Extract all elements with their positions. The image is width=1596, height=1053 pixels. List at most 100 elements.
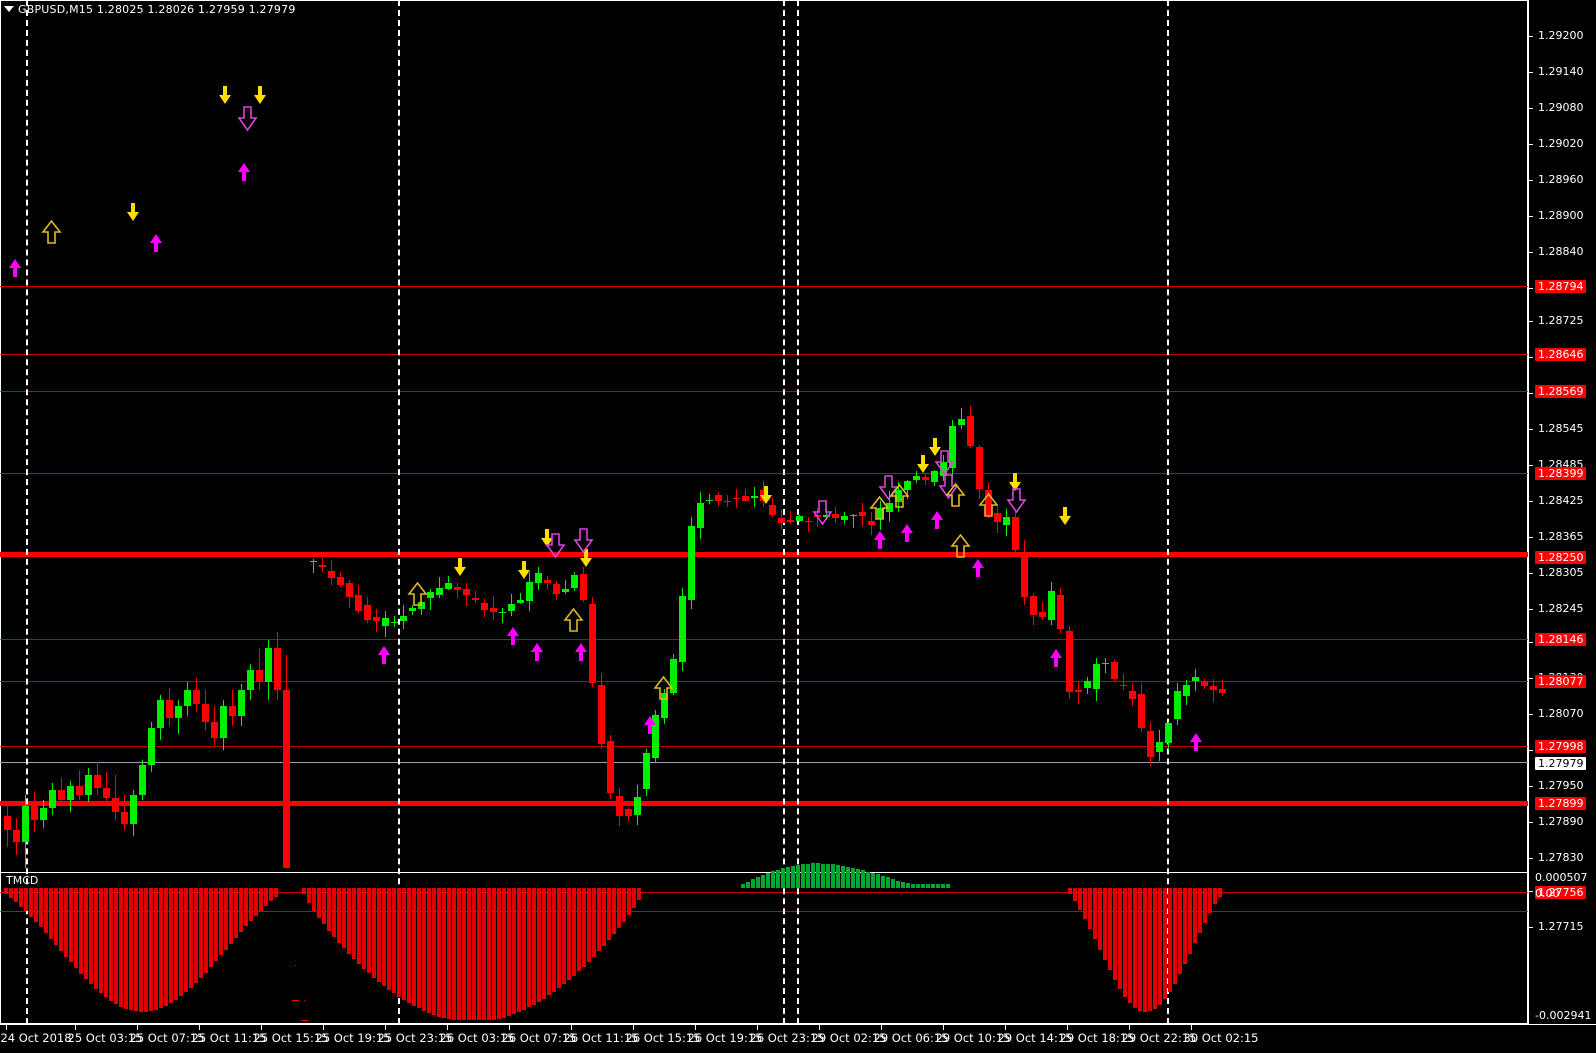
- level-line[interactable]: [0, 681, 1528, 682]
- candle-body[interactable]: [544, 580, 551, 584]
- candle-body[interactable]: [166, 700, 173, 718]
- histogram-bar[interactable]: [1213, 888, 1217, 905]
- candlestick[interactable]: [796, 0, 803, 870]
- histogram-bar[interactable]: [254, 888, 258, 916]
- histogram-bar[interactable]: [761, 874, 765, 888]
- histogram-bar[interactable]: [1218, 888, 1222, 897]
- time-tick[interactable]: [1129, 1025, 1130, 1030]
- candlestick[interactable]: [1084, 0, 1091, 870]
- price-tick[interactable]: [1529, 252, 1533, 253]
- histogram-bar[interactable]: [1198, 888, 1202, 933]
- histogram-bar[interactable]: [602, 888, 606, 946]
- histogram-bar[interactable]: [34, 888, 38, 922]
- candle-body[interactable]: [1192, 677, 1199, 682]
- buy-signal-arrow[interactable]: [1049, 649, 1064, 668]
- candlestick[interactable]: [1048, 0, 1055, 870]
- candlestick[interactable]: [760, 0, 767, 870]
- candle-body[interactable]: [607, 740, 614, 794]
- candlestick[interactable]: [607, 0, 614, 870]
- histogram-bar[interactable]: [307, 888, 311, 904]
- buy-alert-arrow[interactable]: [653, 675, 674, 702]
- buy-signal-arrow[interactable]: [930, 511, 945, 530]
- histogram-bar[interactable]: [372, 888, 376, 978]
- price-tick-label[interactable]: 1.27830: [1538, 851, 1584, 864]
- price-tick[interactable]: [1529, 429, 1533, 430]
- candlestick[interactable]: [454, 0, 461, 870]
- candle-body[interactable]: [247, 670, 254, 690]
- indicator-scale-label[interactable]: 0.00: [1535, 887, 1560, 900]
- histogram-bar[interactable]: [332, 888, 336, 937]
- candle-body[interactable]: [1147, 731, 1154, 757]
- price-tick-label[interactable]: 1.28545: [1538, 422, 1584, 435]
- candle-body[interactable]: [967, 416, 974, 447]
- histogram-bar[interactable]: [1103, 888, 1107, 961]
- histogram-bar[interactable]: [587, 888, 591, 962]
- candlestick[interactable]: [697, 0, 704, 870]
- price-tick[interactable]: [1529, 537, 1533, 538]
- candle-body[interactable]: [715, 495, 722, 501]
- price-tick[interactable]: [1529, 72, 1533, 73]
- candle-body[interactable]: [157, 700, 164, 728]
- sell-signal-arrow[interactable]: [517, 561, 532, 580]
- candle-body[interactable]: [1066, 630, 1073, 692]
- histogram-bar[interactable]: [1093, 888, 1097, 940]
- candle-body[interactable]: [508, 603, 515, 612]
- candlestick[interactable]: [1201, 0, 1208, 870]
- histogram-bar[interactable]: [154, 888, 158, 1011]
- candle-body[interactable]: [391, 622, 398, 624]
- time-tick[interactable]: [447, 1025, 448, 1030]
- price-tick[interactable]: [1529, 465, 1533, 466]
- candle-body[interactable]: [895, 490, 902, 502]
- buy-alert-arrow[interactable]: [41, 219, 62, 246]
- histogram-bar[interactable]: [159, 888, 163, 1009]
- candlestick[interactable]: [706, 0, 713, 870]
- histogram-bar[interactable]: [54, 888, 58, 945]
- time-tick[interactable]: [633, 1025, 634, 1030]
- time-tick-label[interactable]: 26 Oct 11:15: [563, 1031, 639, 1045]
- indicator-zero-line[interactable]: [0, 911, 1528, 912]
- histogram-bar[interactable]: [1118, 888, 1122, 989]
- candlestick[interactable]: [517, 0, 524, 870]
- histogram-bar[interactable]: [562, 888, 566, 985]
- histogram-bar[interactable]: [527, 888, 531, 1008]
- price-level-badge[interactable]: 1.27756: [1535, 886, 1586, 899]
- histogram-bar[interactable]: [1178, 888, 1182, 975]
- time-tick[interactable]: [757, 1025, 758, 1030]
- buy-signal-arrow[interactable]: [377, 646, 392, 665]
- candle-body[interactable]: [67, 786, 74, 800]
- histogram-bar[interactable]: [214, 888, 218, 962]
- candle-wick[interactable]: [520, 593, 521, 605]
- histogram-bar[interactable]: [457, 888, 461, 1020]
- candle-body[interactable]: [1048, 590, 1055, 620]
- histogram-bar[interactable]: [462, 888, 466, 1020]
- buy-signal-arrow[interactable]: [149, 234, 164, 253]
- histogram-bar[interactable]: [347, 888, 351, 954]
- candle-body[interactable]: [427, 591, 434, 598]
- histogram-bar[interactable]: [209, 888, 213, 967]
- histogram-bar[interactable]: [447, 888, 451, 1020]
- candlestick[interactable]: [22, 0, 29, 870]
- price-tick[interactable]: [1529, 144, 1533, 145]
- candle-body[interactable]: [526, 581, 533, 602]
- candlestick[interactable]: [1219, 0, 1226, 870]
- histogram-bar[interactable]: [906, 883, 910, 888]
- candlestick[interactable]: [130, 0, 137, 870]
- buy-signal-arrow[interactable]: [574, 643, 589, 662]
- histogram-bar[interactable]: [821, 863, 825, 888]
- histogram-bar[interactable]: [337, 888, 341, 943]
- candle-wick[interactable]: [439, 577, 440, 599]
- candlestick[interactable]: [400, 0, 407, 870]
- candlestick[interactable]: [949, 0, 956, 870]
- level-line[interactable]: [0, 473, 1528, 474]
- candle-wick[interactable]: [1105, 658, 1106, 673]
- candlestick[interactable]: [1057, 0, 1064, 870]
- indicator-scale-label[interactable]: -0.002941: [1535, 1009, 1592, 1022]
- histogram-bar[interactable]: [487, 888, 491, 1020]
- price-tick-label[interactable]: 1.28960: [1538, 173, 1584, 186]
- candle-body[interactable]: [436, 588, 443, 595]
- histogram-bar[interactable]: [239, 888, 243, 932]
- histogram-bar[interactable]: [612, 888, 616, 935]
- candlestick[interactable]: [958, 0, 965, 870]
- candle-body[interactable]: [688, 525, 695, 601]
- time-tick-label[interactable]: 30 Oct 02:15: [1183, 1031, 1259, 1045]
